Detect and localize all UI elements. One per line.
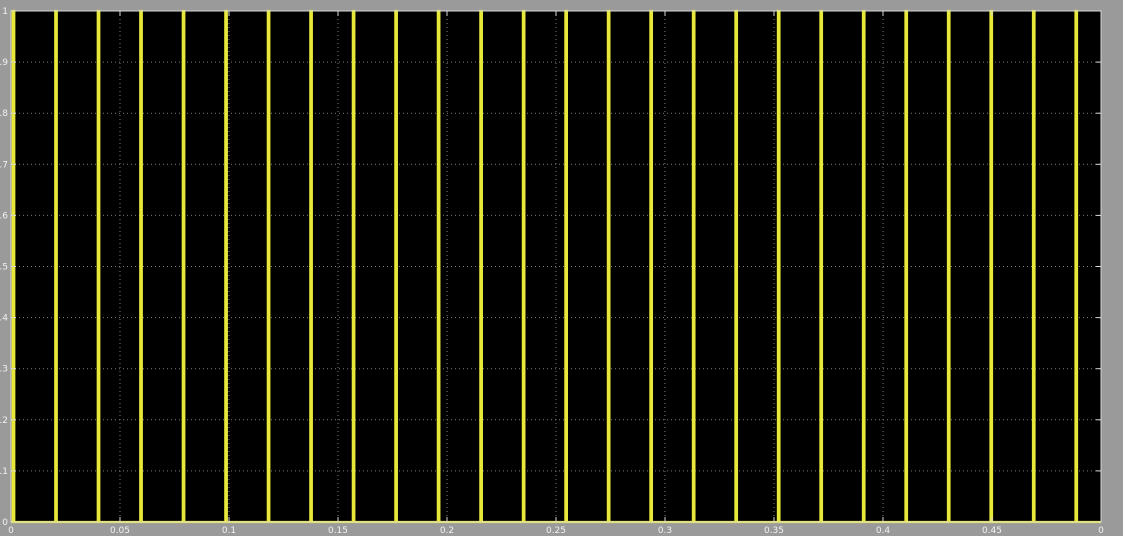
grid-lines bbox=[11, 11, 1101, 522]
y-tick-label: 0.8 bbox=[0, 109, 8, 119]
x-tick-label: 0 bbox=[1098, 526, 1104, 536]
y-axis-tick-labels: 0 0.1 0.2 0.3 0.4 0.5 0.6 0.7 0.8 0.9 1 bbox=[0, 7, 8, 528]
x-tick-label: 0.1 bbox=[222, 526, 236, 536]
y-tick-label: 1 bbox=[2, 7, 8, 17]
x-tick-label: 0.25 bbox=[546, 526, 566, 536]
y-tick-label: 0.9 bbox=[0, 58, 8, 68]
y-tick-label: 0.2 bbox=[0, 416, 8, 426]
x-tick-label: 0.45 bbox=[982, 526, 1002, 536]
x-tick-label: 0.3 bbox=[658, 526, 672, 536]
axis-ticks bbox=[10, 10, 1102, 523]
y-tick-label: 0.6 bbox=[0, 211, 8, 221]
x-tick-label: 0.05 bbox=[110, 526, 130, 536]
x-tick-label: 0.4 bbox=[876, 526, 891, 536]
y-tick-label: 0.7 bbox=[0, 160, 8, 170]
y-tick-label: 0.3 bbox=[0, 365, 8, 375]
x-axis-tick-labels: 0 0.05 0.1 0.15 0.2 0.25 0.3 0.35 0.4 0.45 0 bbox=[8, 526, 1104, 536]
y-tick-label: 0 bbox=[2, 518, 8, 528]
x-tick-label: 0.2 bbox=[440, 526, 454, 536]
x-tick-label: 0.35 bbox=[764, 526, 784, 536]
y-tick-label: 0.4 bbox=[0, 314, 8, 324]
y-tick-label: 0.5 bbox=[0, 263, 8, 273]
x-tick-label: 0 bbox=[8, 526, 14, 536]
x-tick-label: 0.15 bbox=[328, 526, 348, 536]
y-tick-label: 0.1 bbox=[0, 467, 8, 477]
